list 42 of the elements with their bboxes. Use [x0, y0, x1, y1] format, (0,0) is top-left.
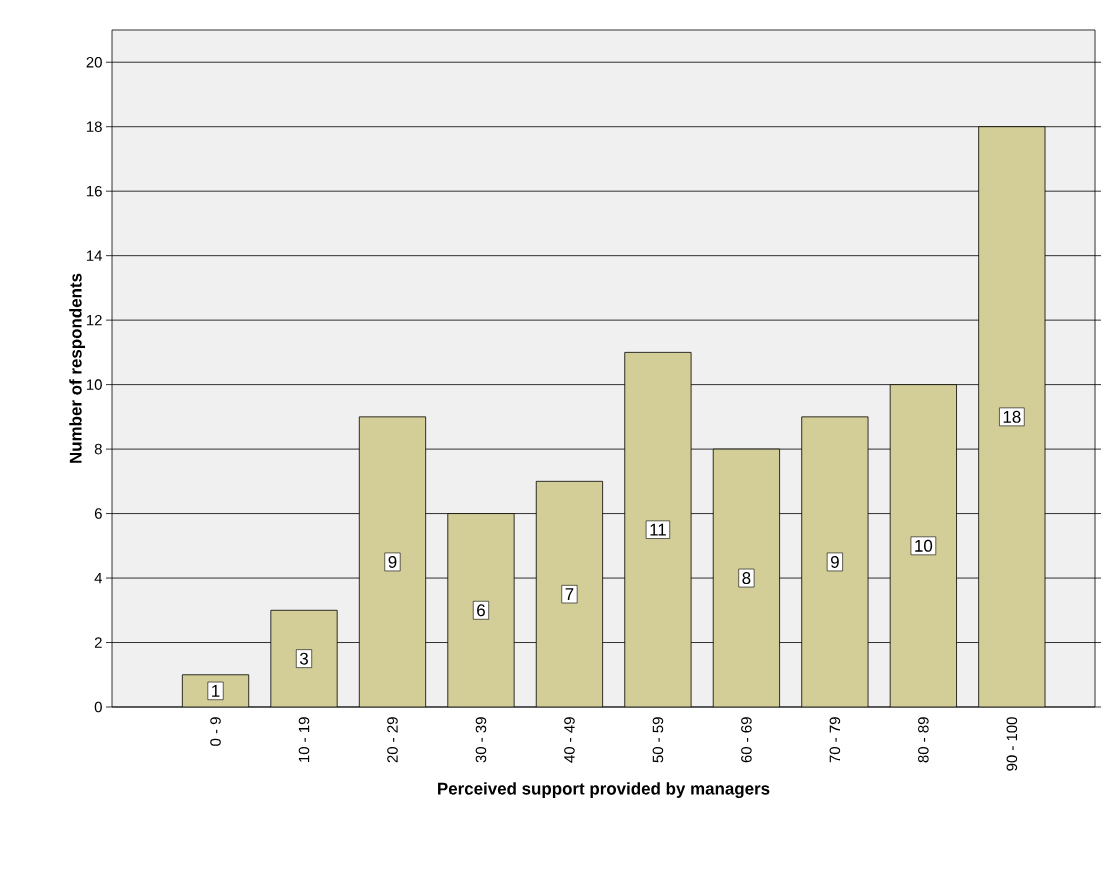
y-tick-label: 20	[86, 56, 102, 68]
x-tick-label: 30 - 39	[475, 717, 487, 763]
x-tick-label: 10 - 19	[298, 717, 310, 762]
x-tick-label: 20 - 29	[387, 717, 398, 763]
bar	[801, 416, 869, 707]
y-tick-label: 10	[87, 379, 102, 390]
data-label: 6	[477, 604, 485, 617]
data-label: 9	[830, 555, 839, 568]
y-tick-label: 12	[87, 314, 102, 326]
bar	[358, 416, 427, 707]
bar	[712, 448, 780, 707]
y-tick-label: 18	[87, 121, 102, 132]
data-label: 9	[388, 555, 397, 568]
x-tick-label: 50 - 59	[652, 717, 664, 763]
y-tick-label: 2	[94, 637, 102, 648]
data-label: 18	[1003, 410, 1021, 423]
data-label: 8	[742, 572, 751, 585]
x-tick-label: 70 - 79	[829, 717, 841, 763]
x-tick-label: 80 - 89	[918, 717, 929, 763]
x-tick-label: 90 - 100	[1006, 717, 1018, 771]
x-tick-label: 0 - 9	[210, 717, 221, 746]
y-axis-title: Number of respondents	[69, 273, 86, 463]
bar	[535, 480, 604, 707]
bar	[978, 126, 1046, 707]
y-tick-label: 8	[94, 443, 102, 455]
data-label: 3	[299, 652, 308, 665]
x-tick-label: 60 - 69	[741, 717, 752, 763]
y-tick-label: 6	[94, 508, 102, 519]
y-tick-label: 0	[94, 701, 102, 713]
y-tick-label: 14	[87, 250, 103, 261]
data-label: 10	[915, 539, 933, 552]
y-tick-label: 4	[94, 572, 103, 584]
bar	[270, 609, 338, 707]
y-tick-label: 16	[87, 185, 102, 197]
bar	[624, 351, 692, 707]
data-label: 11	[650, 523, 666, 536]
bar	[889, 384, 957, 707]
data-label: 1	[212, 685, 220, 697]
x-tick-label: 40 - 49	[564, 717, 575, 763]
x-axis-title: Perceived support provided by managers	[438, 782, 770, 799]
bar	[447, 513, 515, 707]
data-label: 7	[565, 588, 574, 600]
